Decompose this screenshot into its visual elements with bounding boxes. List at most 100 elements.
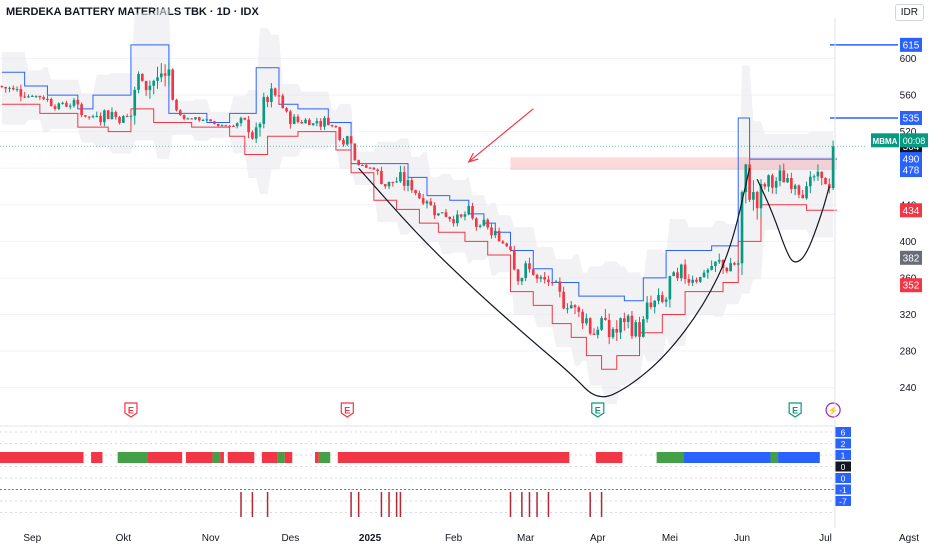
candle-body xyxy=(452,219,455,224)
candle xyxy=(110,107,114,120)
candle-body xyxy=(672,272,676,277)
candle-body xyxy=(72,99,76,106)
candle xyxy=(349,135,353,145)
candle-body xyxy=(137,73,140,90)
candle xyxy=(266,95,269,108)
candle xyxy=(72,97,76,108)
candle xyxy=(702,269,706,279)
candle xyxy=(125,113,129,118)
candle-body xyxy=(486,219,490,228)
candle-body xyxy=(748,164,751,200)
candle xyxy=(27,94,30,98)
candle-body xyxy=(505,243,509,247)
earnings-marker[interactable]: E xyxy=(124,402,138,418)
candle xyxy=(270,82,273,108)
candle xyxy=(497,227,501,242)
candle xyxy=(122,115,125,123)
candle xyxy=(664,296,668,307)
candle xyxy=(649,295,653,310)
candle-body xyxy=(539,277,543,279)
candle-body xyxy=(714,261,717,266)
candle-body xyxy=(816,171,820,177)
candle-body xyxy=(717,259,721,262)
candle-body xyxy=(345,136,349,145)
candle xyxy=(254,122,258,144)
candle-body xyxy=(38,95,42,98)
candle-body xyxy=(554,281,558,283)
candle-body xyxy=(520,278,524,282)
candle xyxy=(478,224,482,229)
candle-body xyxy=(387,181,391,187)
signal-bar xyxy=(284,452,293,463)
candle-body xyxy=(429,201,433,206)
candle xyxy=(103,109,106,127)
candle-body xyxy=(786,177,789,183)
candle-body xyxy=(592,333,596,335)
candle-body xyxy=(456,214,459,224)
candle xyxy=(402,165,406,191)
candle-body xyxy=(220,125,224,127)
earnings-label: E xyxy=(595,406,601,416)
candle xyxy=(380,166,383,185)
price-tag xyxy=(900,152,922,167)
signal-bar xyxy=(656,452,684,463)
x-tick-label: Agst xyxy=(899,533,919,544)
candle xyxy=(475,217,478,231)
candle xyxy=(148,80,152,99)
candle xyxy=(512,245,516,271)
symbol-label: MBMA xyxy=(873,137,898,146)
candle xyxy=(11,85,15,91)
candle xyxy=(308,118,311,125)
candle-body xyxy=(725,267,729,272)
candle-body xyxy=(133,89,137,116)
price-tag xyxy=(900,37,922,52)
candle xyxy=(376,168,379,175)
candle xyxy=(342,137,345,147)
candle xyxy=(304,118,307,124)
candle-body xyxy=(512,249,516,270)
candle xyxy=(634,319,638,338)
earnings-marker[interactable]: ⚡ xyxy=(825,402,841,418)
x-tick-label: Okt xyxy=(116,533,132,544)
candle-body xyxy=(391,181,395,183)
candle-body xyxy=(433,205,436,216)
candle-body xyxy=(463,214,467,217)
candle xyxy=(232,124,235,127)
candle xyxy=(740,190,744,275)
candle xyxy=(440,212,444,214)
earnings-marker[interactable]: E xyxy=(340,402,354,418)
candle-body xyxy=(793,185,797,189)
candle xyxy=(357,159,360,166)
candle xyxy=(285,106,288,113)
candle-body xyxy=(353,143,357,161)
candle xyxy=(19,84,23,102)
x-tick-label: Jun xyxy=(734,533,750,544)
candle-body xyxy=(178,110,182,116)
indicator-tick-label: 0 xyxy=(841,474,846,484)
candle-body xyxy=(634,322,638,337)
candle-body xyxy=(159,73,163,78)
candle-body xyxy=(270,88,273,102)
candle-body xyxy=(84,115,87,117)
price-tag-label: 615 xyxy=(903,40,920,51)
candle xyxy=(645,296,649,323)
earnings-marker[interactable]: E xyxy=(591,402,605,418)
candle-body xyxy=(46,98,49,100)
cup-curve xyxy=(358,167,751,398)
candle xyxy=(505,242,509,247)
candle xyxy=(471,202,474,220)
candle-body xyxy=(729,263,732,272)
candle xyxy=(585,313,588,326)
dividend-icon xyxy=(825,402,841,418)
candle-body xyxy=(213,121,216,124)
candle-body xyxy=(23,96,26,98)
candle-body xyxy=(152,80,156,86)
candle-body xyxy=(34,95,38,97)
candle xyxy=(501,240,505,244)
candle-body xyxy=(364,165,368,168)
candle xyxy=(714,261,717,273)
candle-body xyxy=(380,170,383,185)
currency-button[interactable]: IDR xyxy=(894,4,924,21)
earnings-marker[interactable]: E xyxy=(788,402,802,418)
